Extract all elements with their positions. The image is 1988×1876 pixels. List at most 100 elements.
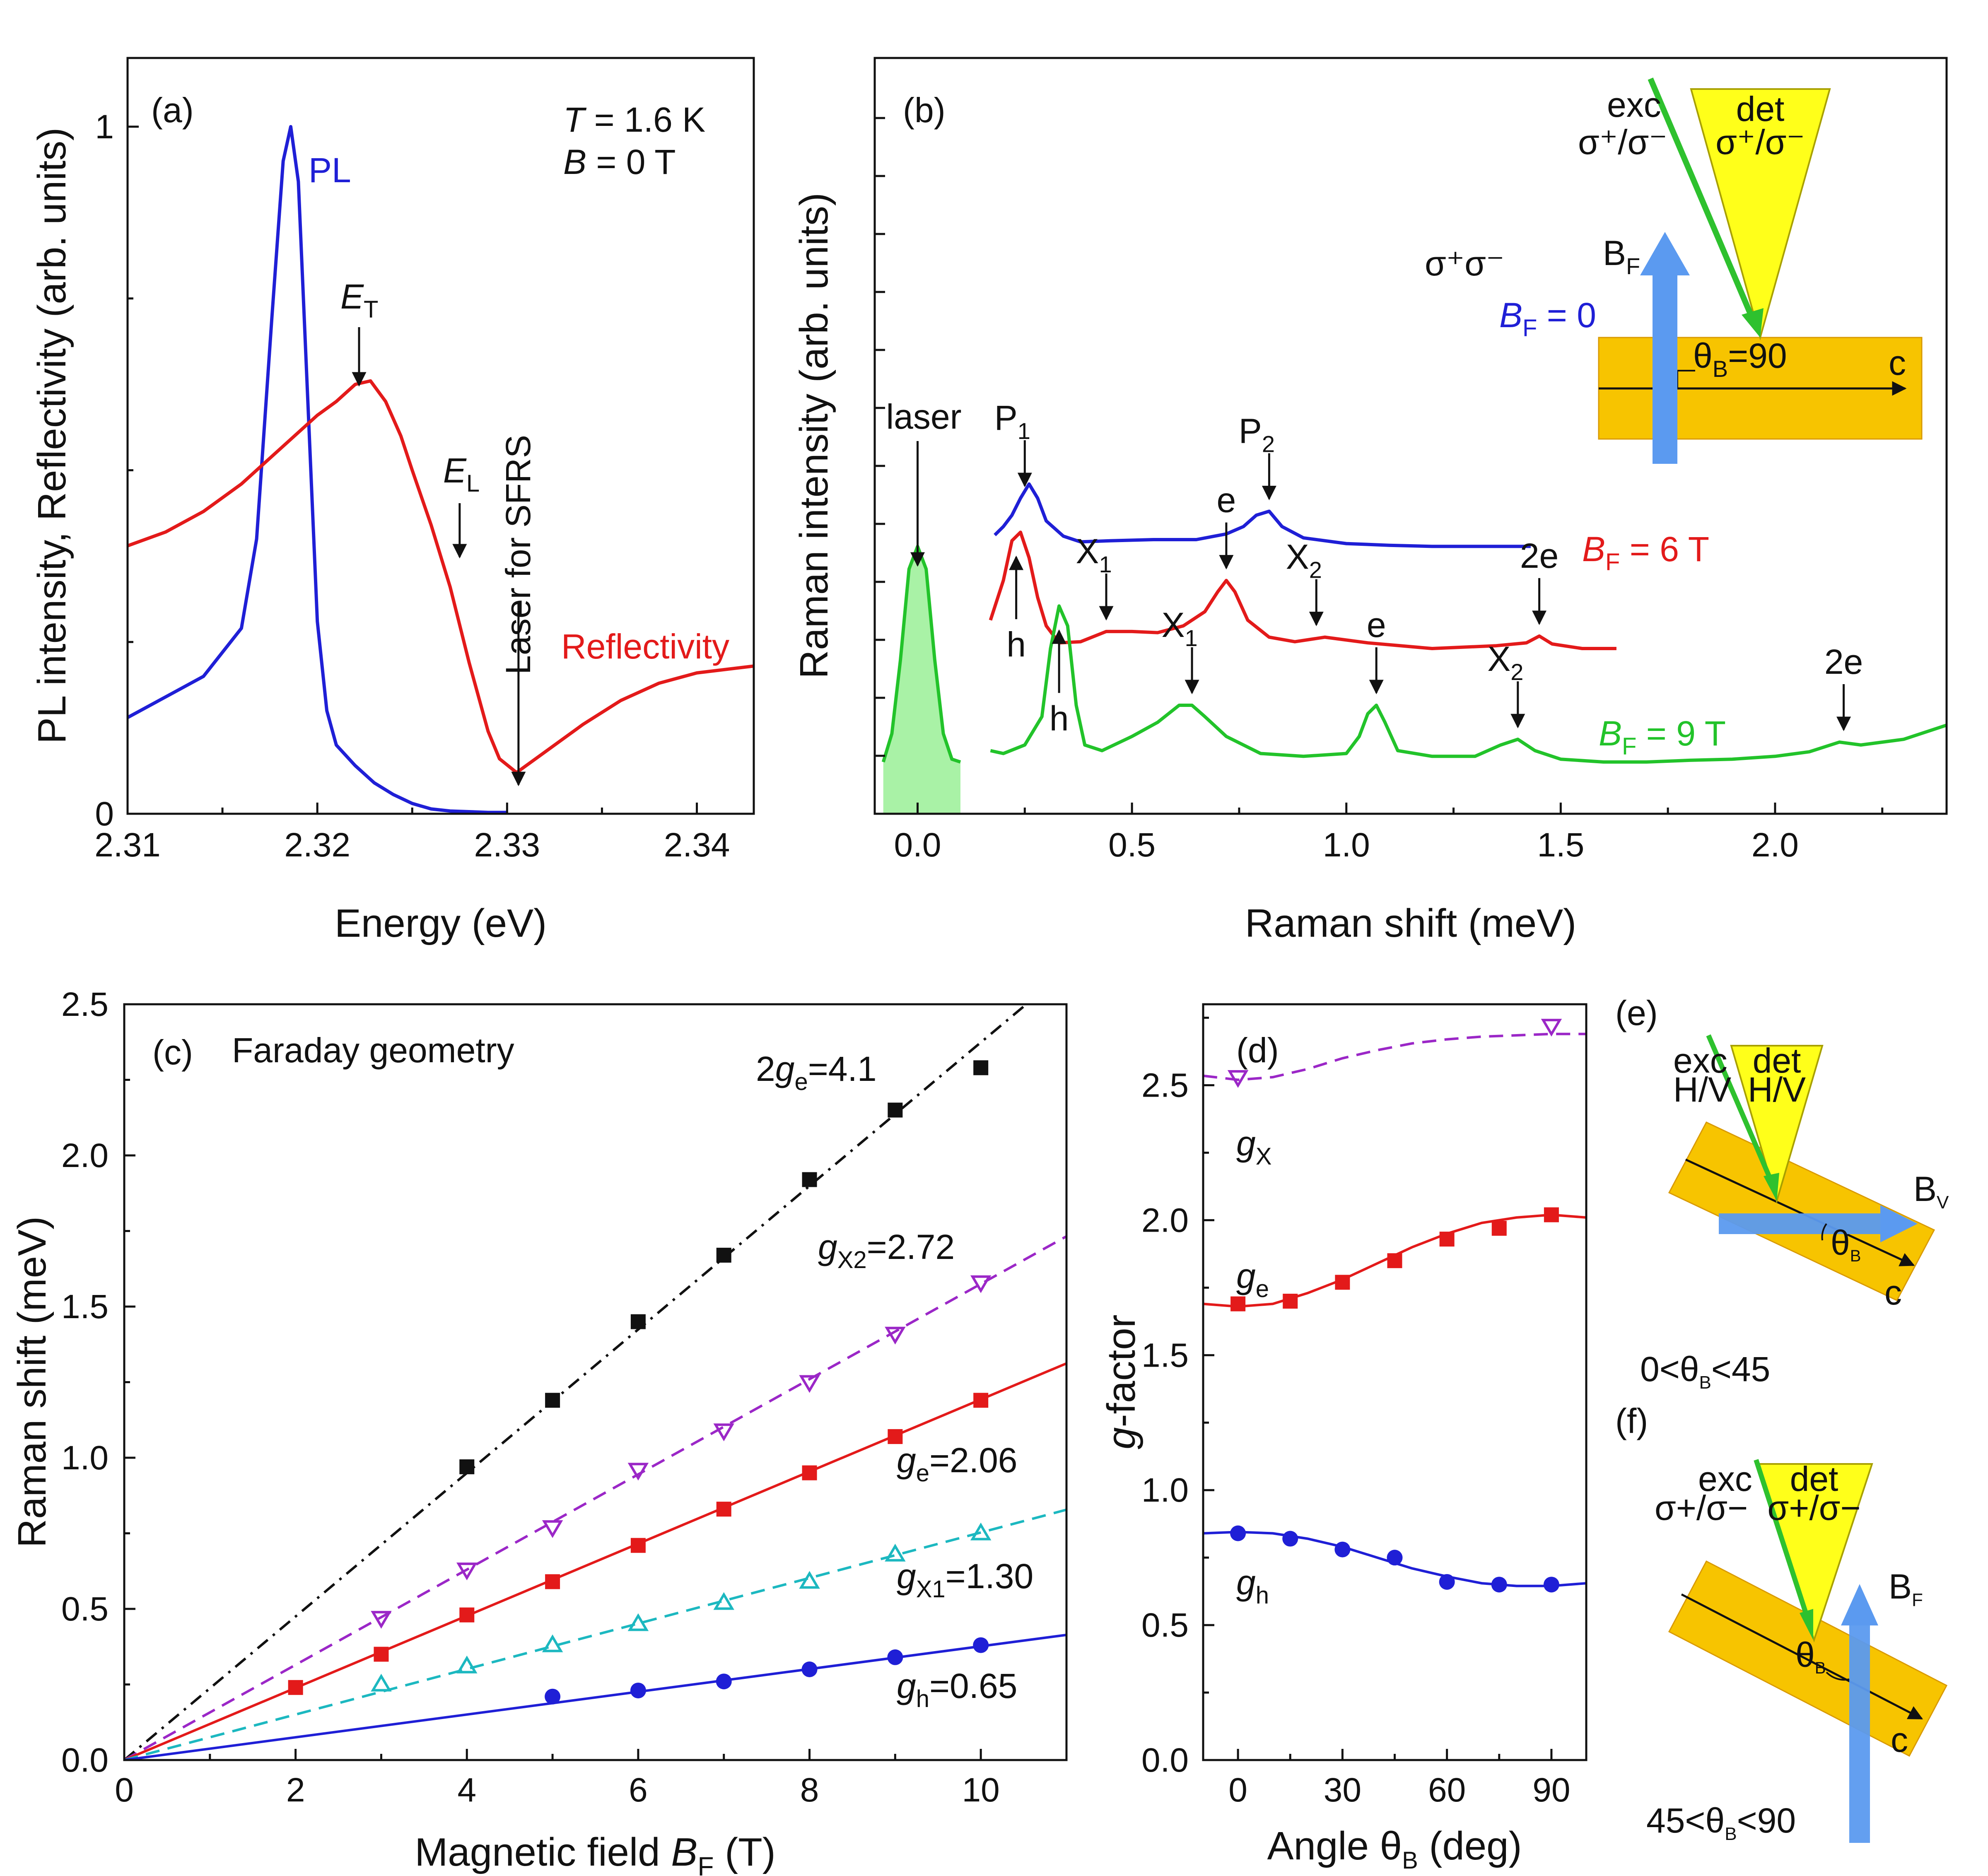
label-sub: 1 — [1018, 418, 1030, 444]
panel-b-polarization: σ⁺σ⁻ — [1425, 244, 1504, 283]
x-tick-label: 1.5 — [1537, 826, 1584, 864]
label-sub: X — [1256, 1143, 1272, 1170]
label-main: g — [818, 1227, 837, 1266]
panel-a-frame — [126, 57, 755, 815]
x-tick-label: 6 — [629, 1771, 648, 1809]
panel-b-inset: c exc σ⁺/σ⁻ det σ⁺/σ⁻ BF θB=90 — [1578, 77, 1923, 464]
schematic-e-field-text: BV — [1913, 1169, 1949, 1213]
point-ge — [1387, 1253, 1402, 1268]
panel-c-xlabel: Magnetic field BF (T) — [415, 1830, 775, 1876]
label-main: B — [1499, 296, 1522, 335]
label-pre: 2 — [756, 1049, 775, 1088]
panel-b-ticks: 0.0 0.5 1.0 1.5 2.0 — [875, 117, 1884, 864]
label-main: g — [1236, 1256, 1256, 1295]
schematic-e-field-head — [1880, 1205, 1918, 1242]
label-sub: 1 — [1099, 551, 1112, 577]
schematic-f-det-text: det — [1790, 1459, 1838, 1498]
y-tick-label: 1.5 — [61, 1288, 109, 1326]
point-2ge — [716, 1247, 731, 1263]
y-tick-label: 2.5 — [61, 986, 109, 1023]
schematic-f-exc-pol: σ+/σ− — [1655, 1488, 1748, 1527]
panel-b-series — [881, 482, 1947, 814]
schematic-f-label: (f) — [1615, 1401, 1648, 1440]
schematic-e-label: (e) — [1615, 993, 1658, 1032]
excitation-beam — [1648, 77, 1759, 328]
label-sub: h — [1256, 1582, 1269, 1609]
point-gh — [716, 1673, 732, 1690]
point-gX1 — [885, 1543, 906, 1562]
point-gX2 — [799, 1375, 820, 1393]
schematic-e-c-axis — [1685, 1158, 1915, 1266]
point-2ge — [459, 1459, 475, 1474]
schematic-f-exc-text: exc — [1698, 1459, 1752, 1498]
schematic-e-angle-text: θB — [1831, 1223, 1861, 1265]
point-ge — [374, 1647, 389, 1662]
label-tail: =2.06 — [929, 1441, 1018, 1480]
pl-label: PL — [309, 151, 351, 190]
peak-label-X2: X2 — [1487, 639, 1523, 685]
schematic-f-c-axis — [1681, 1593, 1923, 1720]
point-gX2 — [456, 1563, 478, 1581]
point-ge — [545, 1574, 560, 1589]
panel-d-ticks: 0 30 60 90 0.0 0.5 1.0 1.5 2.0 2.5 — [1141, 1017, 1571, 1809]
point-ge — [1335, 1275, 1350, 1290]
x-tick-label: 4 — [457, 1771, 476, 1809]
y-tick-label: 0.5 — [1141, 1606, 1189, 1644]
x-tick-label: 2.32 — [284, 826, 350, 864]
label-sub: F — [1605, 549, 1620, 576]
y-tick-label: 0 — [95, 795, 114, 833]
schematic-e-range: 0<θB<45 — [1640, 1350, 1770, 1393]
panel-c-ticks: 0 2 4 6 8 10 0.0 0.5 1.0 1.5 2.0 2.5 — [61, 986, 1068, 1809]
point-gh — [1491, 1577, 1507, 1593]
point-gh — [545, 1688, 561, 1705]
schematic-e-exc-beam — [1706, 1034, 1775, 1186]
point-gX2 — [885, 1326, 906, 1345]
schematic-f-exc-beam — [1754, 1459, 1810, 1620]
schematic-e-angle-arc — [1821, 1223, 1827, 1241]
panel-b-ylabel: Raman intensity (arb. units) — [792, 193, 836, 679]
g-label-2ge: 2ge=4.1 — [756, 1049, 877, 1095]
field-arrowhead — [1640, 232, 1690, 275]
label-sub: 2 — [1309, 557, 1322, 583]
schematic-f-c-label: c — [1891, 1720, 1908, 1759]
peak-label-X1: X1 — [1076, 532, 1112, 577]
x-tick-label: 30 — [1324, 1771, 1361, 1809]
peak-label-P1: P1 — [994, 398, 1030, 444]
schematic-f-angle-text: θB — [1795, 1635, 1826, 1677]
inset-field-label: BF — [1603, 234, 1640, 279]
panel-a-cond-field: B = 0 T — [563, 142, 676, 181]
y-tick-label: 0.0 — [1141, 1741, 1189, 1779]
series-label: BF = 0 — [1499, 296, 1596, 342]
schematic-f-exc-head — [1800, 1609, 1813, 1640]
label-sub: e — [1256, 1276, 1269, 1302]
panel-c-ylabel: Raman shift (meV) — [10, 1216, 54, 1548]
x-tick-label: 2.0 — [1752, 826, 1799, 864]
x-tick-label: 0.5 — [1108, 826, 1156, 864]
point-ge — [973, 1393, 989, 1408]
panel-a-ylabel: PL intensity, Reflectivity (arb. units) — [30, 128, 74, 744]
point-ge — [1544, 1207, 1559, 1223]
schematic-e-crystal — [1668, 1121, 1935, 1301]
series-label: BF = 6 T — [1582, 530, 1709, 576]
label-main: E — [340, 277, 364, 316]
panel-c-frame — [123, 1003, 1068, 1761]
panel-d-label: (d) — [1236, 1031, 1279, 1070]
schematic-e-det-text: det — [1753, 1041, 1801, 1080]
panel-a-series — [128, 125, 754, 814]
panel-a-ticks: 2.31 2.32 2.33 2.34 0 1 — [94, 108, 730, 864]
x-tick-label: 0.0 — [894, 826, 941, 864]
fit-line-gX1 — [124, 1508, 1066, 1760]
peak-label-e: e — [1367, 605, 1386, 644]
point-ge — [1283, 1293, 1298, 1309]
point-gh — [1543, 1577, 1559, 1593]
label-main: X — [1161, 605, 1185, 644]
panel-b-frame — [873, 57, 1948, 815]
panel-d-ylabel: g-factor — [1099, 1314, 1144, 1449]
point-gX — [1227, 1070, 1249, 1088]
panel-d-xlabel: Angle θB (deg) — [1267, 1824, 1522, 1874]
panel-d-frame — [1202, 1003, 1588, 1761]
label-sub: F — [1522, 315, 1537, 342]
